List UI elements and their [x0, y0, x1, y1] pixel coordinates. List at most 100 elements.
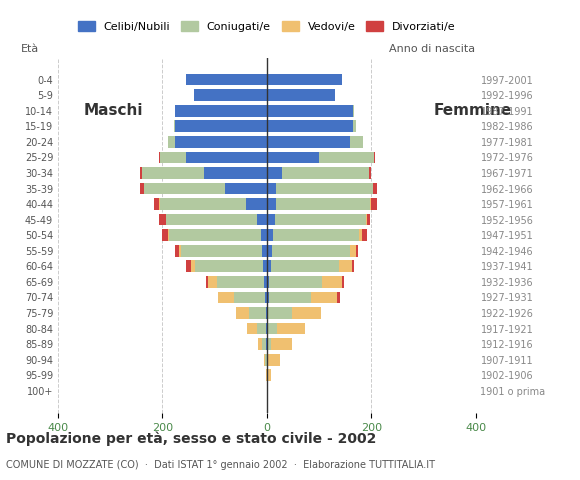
Bar — [267, 183, 276, 194]
Bar — [265, 292, 267, 303]
Bar — [277, 323, 306, 335]
Bar — [265, 354, 267, 366]
Bar — [142, 167, 204, 179]
Bar — [276, 183, 373, 194]
Bar — [175, 245, 179, 257]
Bar — [319, 152, 374, 163]
Text: Maschi: Maschi — [84, 103, 144, 118]
Bar — [369, 167, 371, 179]
Bar — [160, 214, 165, 226]
Bar — [258, 214, 267, 226]
Bar — [271, 338, 292, 350]
Bar — [225, 183, 267, 194]
Text: Età: Età — [20, 44, 39, 54]
Bar — [249, 307, 266, 319]
Bar — [248, 323, 257, 335]
Bar — [186, 74, 267, 85]
Bar — [260, 229, 267, 241]
Bar — [236, 307, 249, 319]
Bar — [218, 292, 234, 303]
Bar — [267, 354, 269, 366]
Bar — [267, 120, 353, 132]
Bar — [144, 183, 225, 194]
Bar — [262, 338, 266, 350]
Bar — [264, 276, 267, 288]
Bar — [271, 261, 339, 272]
Bar — [140, 167, 142, 179]
Bar — [175, 105, 267, 117]
Bar — [267, 167, 282, 179]
Bar — [353, 105, 354, 117]
Bar — [267, 245, 272, 257]
Bar — [208, 276, 217, 288]
Bar — [206, 276, 208, 288]
Bar — [258, 338, 262, 350]
Bar — [162, 229, 168, 241]
Bar — [366, 214, 367, 226]
Bar — [311, 292, 337, 303]
Bar — [175, 136, 267, 148]
Bar — [264, 354, 265, 366]
Bar — [267, 214, 274, 226]
Bar — [140, 183, 144, 194]
Bar — [186, 152, 267, 163]
Bar — [374, 152, 375, 163]
Bar — [350, 245, 356, 257]
Bar — [362, 229, 367, 241]
Bar — [169, 229, 260, 241]
Bar — [356, 245, 358, 257]
Bar — [342, 276, 344, 288]
Bar — [267, 276, 269, 288]
Bar — [160, 198, 246, 210]
Bar — [179, 245, 180, 257]
Bar — [166, 214, 258, 226]
Bar — [273, 229, 359, 241]
Bar — [263, 261, 267, 272]
Bar — [267, 292, 269, 303]
Bar — [337, 292, 340, 303]
Bar — [359, 229, 362, 241]
Bar — [267, 136, 350, 148]
Bar — [204, 167, 267, 179]
Bar — [160, 152, 186, 163]
Bar — [267, 338, 271, 350]
Bar — [272, 245, 350, 257]
Bar — [267, 323, 277, 335]
Bar — [154, 198, 160, 210]
Bar — [267, 261, 271, 272]
Bar — [267, 198, 276, 210]
Bar — [321, 276, 342, 288]
Bar — [276, 198, 370, 210]
Bar — [350, 136, 363, 148]
Bar — [234, 292, 265, 303]
Bar — [367, 214, 369, 226]
Bar — [194, 89, 267, 101]
Bar — [180, 245, 262, 257]
Bar — [191, 261, 195, 272]
Bar — [269, 354, 280, 366]
Bar — [168, 229, 169, 241]
Bar — [371, 198, 377, 210]
Bar — [267, 89, 335, 101]
Bar — [267, 307, 269, 319]
Bar — [174, 120, 175, 132]
Bar — [269, 307, 292, 319]
Bar — [175, 120, 267, 132]
Bar — [267, 152, 319, 163]
Bar — [267, 74, 342, 85]
Bar — [339, 261, 352, 272]
Bar — [266, 307, 267, 319]
Bar — [168, 136, 175, 148]
Text: Femmine: Femmine — [434, 103, 512, 118]
Bar — [246, 198, 267, 210]
Text: Popolazione per età, sesso e stato civile - 2002: Popolazione per età, sesso e stato civil… — [6, 432, 376, 446]
Bar — [353, 120, 356, 132]
Bar — [267, 370, 271, 381]
Text: COMUNE DI MOZZATE (CO)  ·  Dati ISTAT 1° gennaio 2002  ·  Elaborazione TUTTITALI: COMUNE DI MOZZATE (CO) · Dati ISTAT 1° g… — [6, 460, 435, 470]
Bar — [195, 261, 263, 272]
Legend: Celibi/Nubili, Coniugati/e, Vedovi/e, Divorziati/e: Celibi/Nubili, Coniugati/e, Vedovi/e, Di… — [74, 17, 460, 36]
Text: Anno di nascita: Anno di nascita — [390, 44, 476, 54]
Bar — [373, 183, 377, 194]
Bar — [282, 167, 369, 179]
Bar — [262, 245, 267, 257]
